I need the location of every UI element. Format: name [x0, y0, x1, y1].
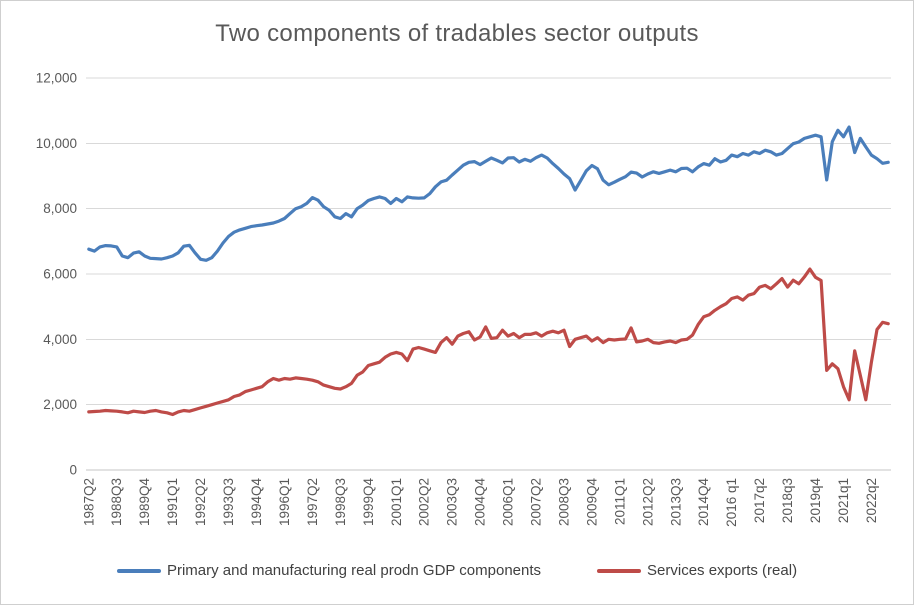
- legend-swatch-primary-manufacturing: [116, 568, 161, 573]
- y-axis-tick-label: 10,000: [36, 136, 77, 151]
- x-axis-tick-label: 1989Q4: [137, 478, 152, 527]
- plot-area: 0 2,000 4,000 6,000 8,000 10,000 12,000 1987Q2 1…: [36, 71, 891, 527]
- x-axis-tick-label: 1991Q1: [165, 478, 180, 526]
- legend-item-services-exports: Services exports (real): [597, 562, 797, 579]
- chart-title: Two components of tradables sector outpu…: [215, 20, 699, 47]
- legend-label-services-exports: Services exports (real): [647, 562, 798, 579]
- legend-label-primary-manufacturing: Primary and manufacturing real prodn GDP…: [166, 562, 542, 579]
- x-axis-tick-label: 2012Q2: [640, 478, 655, 526]
- x-axis-tick-label: 1988Q3: [109, 478, 124, 526]
- x-axis-tick-label: 1998Q3: [333, 478, 348, 526]
- x-axis-tick-label: 2009Q4: [584, 478, 599, 527]
- x-axis-tick-label: 2006Q1: [501, 478, 516, 526]
- x-axis-tick-label: 1999Q4: [361, 478, 376, 527]
- x-axis-tick-label: 2004Q4: [473, 478, 488, 527]
- x-axis-tick-label: 2022q2: [864, 478, 879, 523]
- x-axis-tick-label: 2013Q3: [668, 478, 683, 526]
- x-axis-tick-label: 1987Q2: [81, 478, 96, 526]
- legend-item-primary-manufacturing: Primary and manufacturing real prodn GDP…: [116, 562, 542, 579]
- x-axis-tick-label: 1993Q3: [221, 478, 236, 526]
- y-axis-tick-label: 2,000: [43, 397, 77, 412]
- series-line-primary-manufacturing: [87, 125, 890, 262]
- series-line-services-exports: [87, 267, 890, 417]
- x-axis-tick-label: 1997Q2: [305, 478, 320, 526]
- y-axis-tick-label: 0: [69, 463, 77, 478]
- x-axis-tick-label: 2008Q3: [557, 478, 572, 526]
- x-axis-tick-label: 2007Q2: [529, 478, 544, 526]
- y-axis-tick-label: 6,000: [43, 267, 77, 282]
- y-axis-tick-label: 8,000: [43, 201, 77, 216]
- x-axis-tick-label: 2017q2: [752, 478, 767, 523]
- x-axis-tick-label: 2011Q1: [612, 478, 627, 525]
- x-axis-tick-label: 2019q4: [808, 478, 823, 524]
- x-axis-tick-label: 2018q3: [780, 478, 795, 523]
- x-axis-tick-label: 2016 q1: [724, 478, 739, 527]
- x-axis-tick-label: 2003Q3: [445, 478, 460, 526]
- legend: Primary and manufacturing real prodn GDP…: [1, 562, 913, 579]
- x-axis-tick-label: 2014Q4: [696, 478, 711, 527]
- x-axis-tick-label: 2002Q2: [417, 478, 432, 526]
- legend-swatch-services-exports: [597, 568, 642, 573]
- y-axis-tick-label: 4,000: [43, 332, 77, 347]
- x-axis-tick-label: 2021q1: [836, 478, 851, 523]
- x-axis-tick-label: 1994Q4: [249, 478, 264, 527]
- y-axis-tick-label: 12,000: [36, 71, 77, 86]
- x-axis-tick-label: 1992Q2: [193, 478, 208, 526]
- x-axis-tick-label: 1996Q1: [277, 478, 292, 526]
- x-axis-tick-label: 2001Q1: [389, 478, 404, 526]
